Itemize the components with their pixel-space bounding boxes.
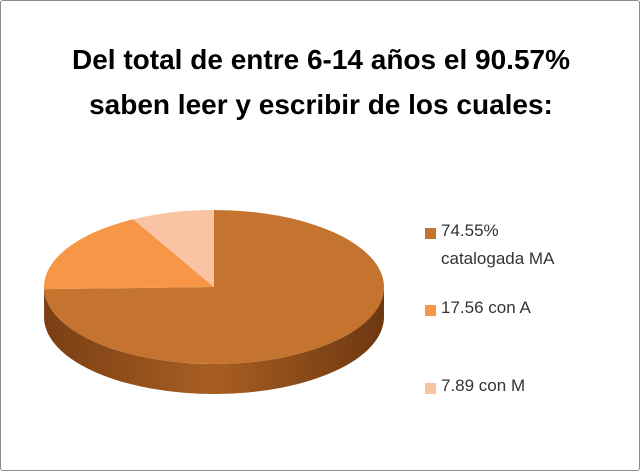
legend-item: 74.55% catalogada MA [425,221,576,273]
pie-slice-side [44,287,385,394]
pie-slice [44,219,214,290]
pie-slice [44,210,385,364]
legend-swatch [425,228,436,239]
legend-swatch [425,383,436,394]
legend-swatch [425,305,436,316]
pie-slice [133,210,214,287]
legend-item: 17.56 con A [425,298,576,322]
legend-label: 74.55% catalogada MA [441,221,555,268]
legend-label: 7.89 con M [441,376,526,395]
legend-label: 17.56 con A [441,298,531,317]
legend-item: 7.89 con M [425,376,576,400]
chart-title: Del total de entre 6-14 años el 90.57% s… [72,44,570,120]
